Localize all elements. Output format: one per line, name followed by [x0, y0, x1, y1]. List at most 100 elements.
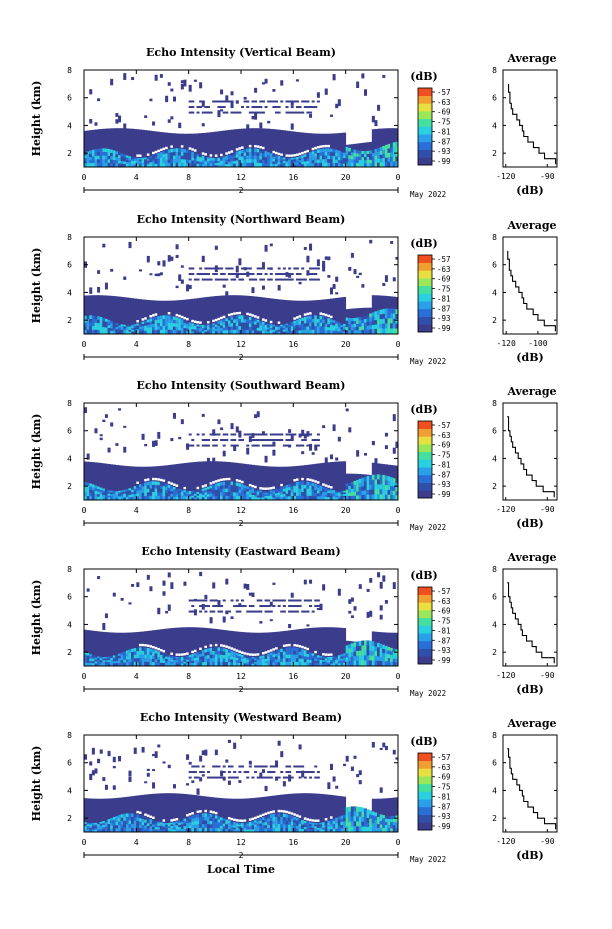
echo-cell [188, 328, 192, 332]
echo-cell [118, 296, 122, 330]
echo-cell [154, 662, 158, 666]
echo-cell [277, 820, 281, 825]
echo-cell [301, 793, 305, 827]
echo-cell [230, 316, 234, 321]
echo-cell [206, 655, 210, 659]
echo-cell [316, 490, 320, 494]
echo-cell [248, 825, 252, 828]
x-tick-label: 12 [236, 340, 246, 349]
echo-cell [154, 653, 158, 657]
echo-cell [227, 129, 231, 162]
echo-cell [382, 128, 386, 159]
echo-cell [227, 484, 231, 489]
x-tick-label: 0 [396, 672, 401, 681]
echo-cell [285, 161, 289, 164]
echo-cell [136, 827, 140, 832]
echo-cell [311, 627, 315, 659]
colorbar-tick-label: -57 [437, 255, 451, 264]
echo-cell [251, 632, 255, 662]
echo-cell [110, 162, 114, 167]
echo-cell [395, 662, 399, 666]
echo-cell [267, 100, 271, 103]
echo-cell [269, 466, 273, 495]
echo-cell [343, 155, 347, 159]
echo-cell [199, 489, 203, 492]
echo-cell [118, 824, 122, 829]
echo-cell [217, 321, 221, 324]
echo-cell [241, 106, 245, 109]
echo-cell [243, 159, 247, 164]
echo-cell [222, 330, 226, 334]
echo-cell [332, 424, 336, 432]
echo-cell [201, 490, 205, 494]
echo-cell [301, 317, 305, 322]
echo-cell [248, 605, 252, 608]
echo-cell [322, 489, 326, 493]
echo-cell [112, 765, 116, 769]
echo-cell [227, 267, 231, 270]
echo-cell [241, 487, 245, 491]
echo-cell [261, 663, 265, 666]
echo-cell [209, 496, 213, 500]
echo-cell [97, 822, 101, 825]
echo-cell [157, 793, 161, 824]
echo-cell [319, 793, 323, 827]
echo-cell [337, 657, 341, 660]
echo-cell [178, 324, 182, 328]
echo-cell [246, 323, 250, 327]
echo-cell [374, 148, 378, 153]
echo-cell [301, 278, 305, 281]
echo-cell [290, 776, 294, 779]
echo-cell [366, 489, 370, 495]
echo-cell [332, 74, 336, 81]
echo-cell [199, 495, 203, 498]
echo-cell [332, 492, 336, 495]
echo-cell [298, 465, 302, 494]
echo-cell [199, 777, 203, 782]
echo-cell [227, 662, 231, 666]
echo-cell [309, 315, 313, 320]
echo-cell [316, 661, 320, 664]
echo-cell [288, 429, 292, 433]
echo-cell [99, 330, 103, 334]
echo-cell [243, 96, 247, 100]
echo-cell [89, 89, 93, 95]
echo-cell [337, 153, 341, 158]
echo-cell [358, 272, 362, 276]
echo-cell [204, 827, 208, 832]
echo-cell [290, 818, 294, 823]
echo-cell [125, 326, 129, 329]
echo-cell [377, 484, 381, 490]
echo-cell [230, 329, 234, 334]
echo-cell [303, 163, 307, 167]
echo-cell [303, 610, 307, 613]
echo-cell [152, 164, 156, 167]
echo-cell [374, 494, 378, 500]
echo-cell [214, 433, 218, 436]
echo-cell [204, 156, 208, 159]
echo-cell [371, 811, 375, 816]
echo-gap [272, 486, 276, 489]
echo-cell [293, 599, 297, 602]
echo-cell [261, 776, 265, 779]
echo-cell [387, 323, 391, 329]
echo-cell [170, 148, 174, 153]
echo-cell [290, 654, 294, 659]
echo-cell [214, 486, 218, 491]
echo-cell [311, 106, 315, 109]
echo-cell [371, 115, 375, 123]
echo-cell [384, 128, 388, 159]
echo-cell [206, 296, 210, 329]
y-axis-label: Height (km) [30, 580, 43, 656]
echo-cell [329, 287, 333, 295]
echo-cell [170, 329, 174, 334]
echo-cell [214, 164, 218, 167]
echo-cell [353, 811, 357, 817]
echo-cell [209, 329, 213, 332]
echo-cell [241, 798, 245, 825]
echo-cell [167, 827, 171, 830]
echo-cell [104, 463, 108, 495]
echo-gap [324, 484, 328, 487]
echo-gap [212, 811, 216, 814]
echo-cell [97, 295, 101, 327]
